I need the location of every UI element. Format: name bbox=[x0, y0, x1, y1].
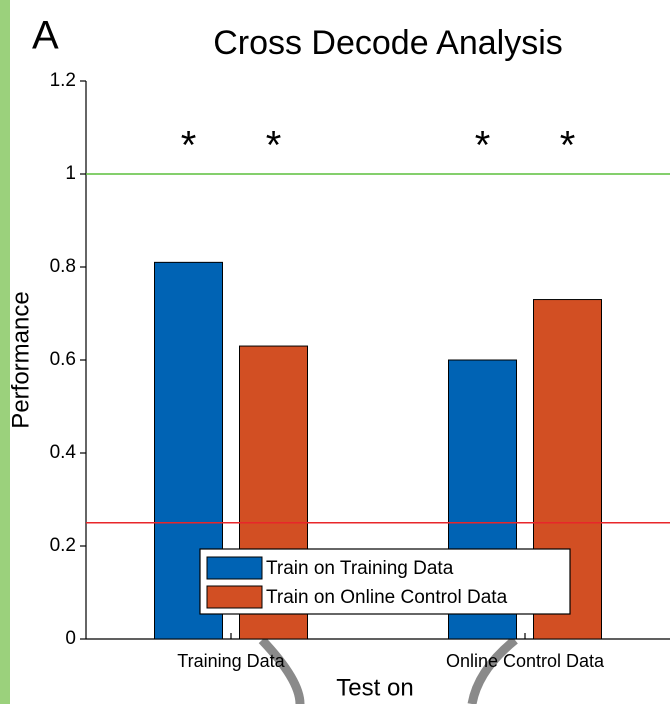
decor-arc bbox=[472, 640, 515, 704]
significance-star: * bbox=[475, 124, 491, 168]
significance-star: * bbox=[266, 124, 282, 168]
y-tick-label: 1.2 bbox=[50, 70, 76, 91]
legend-swatch bbox=[207, 586, 262, 608]
chart: A Cross Decode Analysis Test on Performa… bbox=[0, 0, 670, 704]
legend-label: Train on Online Control Data bbox=[266, 587, 508, 608]
chart-title: Cross Decode Analysis bbox=[213, 24, 563, 62]
y-tick-label: 0.2 bbox=[50, 535, 76, 556]
y-tick-label: 0.4 bbox=[50, 442, 77, 463]
legend-swatch bbox=[207, 557, 262, 579]
y-tick-label: 0.8 bbox=[50, 256, 76, 277]
significance-star: * bbox=[181, 124, 197, 168]
decor-arc bbox=[262, 640, 300, 704]
y-axis-label: Performance bbox=[7, 291, 34, 428]
x-axis-label: Test on bbox=[336, 674, 413, 701]
y-tick-label: 0 bbox=[65, 628, 76, 649]
x-tick-label: Training Data bbox=[177, 651, 285, 671]
panel-label: A bbox=[32, 14, 59, 58]
significance-star: * bbox=[560, 124, 576, 168]
legend-label: Train on Training Data bbox=[266, 558, 454, 579]
x-tick-label: Online Control Data bbox=[446, 651, 605, 671]
y-tick-label: 0.6 bbox=[50, 349, 76, 370]
y-tick-label: 1 bbox=[65, 163, 76, 184]
